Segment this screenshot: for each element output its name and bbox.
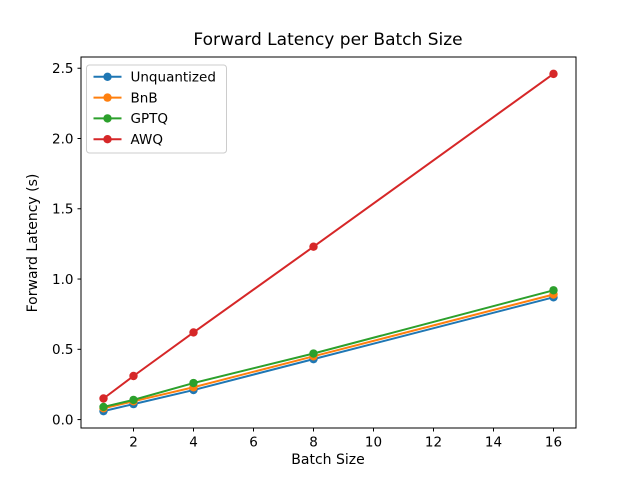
y-tick-label: 2.0 bbox=[52, 131, 73, 147]
y-tick-label: 2.5 bbox=[52, 61, 73, 77]
y-tick-label: 1.5 bbox=[52, 202, 73, 218]
x-tick-label: 14 bbox=[485, 435, 502, 451]
x-tick-label: 10 bbox=[365, 435, 382, 451]
y-tick-label: 1.0 bbox=[52, 272, 73, 288]
x-tick-label: 2 bbox=[129, 435, 138, 451]
data-point-awq bbox=[309, 242, 318, 251]
x-tick-label: 4 bbox=[189, 435, 198, 451]
series-line-unquantized bbox=[103, 296, 554, 413]
legend-label-gptq: GPTQ bbox=[131, 111, 168, 127]
legend-marker-bnb bbox=[103, 93, 112, 102]
data-point-gptq bbox=[129, 395, 138, 405]
data-point-gptq bbox=[189, 378, 198, 388]
legend-label-unquantized: Unquantized bbox=[131, 70, 216, 86]
data-point-awq bbox=[189, 328, 198, 337]
x-axis-label: Batch Size bbox=[291, 452, 365, 468]
legend-marker-gptq bbox=[103, 114, 112, 123]
legend-box bbox=[86, 64, 227, 154]
data-point-awq bbox=[129, 371, 138, 381]
y-tick-label: 0.0 bbox=[52, 412, 73, 428]
x-tick-label: 6 bbox=[249, 435, 258, 451]
x-tick-label: 12 bbox=[425, 435, 442, 451]
data-point-gptq bbox=[99, 402, 108, 412]
series-line-bnb bbox=[103, 293, 554, 410]
data-point-awq bbox=[99, 394, 108, 403]
y-axis-label: Forward Latency (s) bbox=[25, 173, 41, 313]
x-tick-label: 16 bbox=[545, 435, 562, 451]
plot-border bbox=[80, 56, 577, 429]
x-tick-label: 8 bbox=[309, 435, 318, 451]
data-point-gptq bbox=[549, 286, 558, 295]
data-point-awq bbox=[549, 69, 558, 79]
legend-label-bnb: BnB bbox=[131, 90, 158, 106]
legend-label-awq: AWQ bbox=[131, 132, 163, 148]
chart-title: Forward Latency per Batch Size bbox=[193, 30, 463, 50]
legend-marker-unquantized bbox=[103, 72, 112, 82]
y-tick-label: 0.5 bbox=[52, 342, 73, 358]
data-point-gptq bbox=[309, 349, 318, 358]
legend-marker-awq bbox=[103, 135, 112, 144]
legend: Unquantized BnB GPTQ AWQ bbox=[86, 64, 227, 154]
